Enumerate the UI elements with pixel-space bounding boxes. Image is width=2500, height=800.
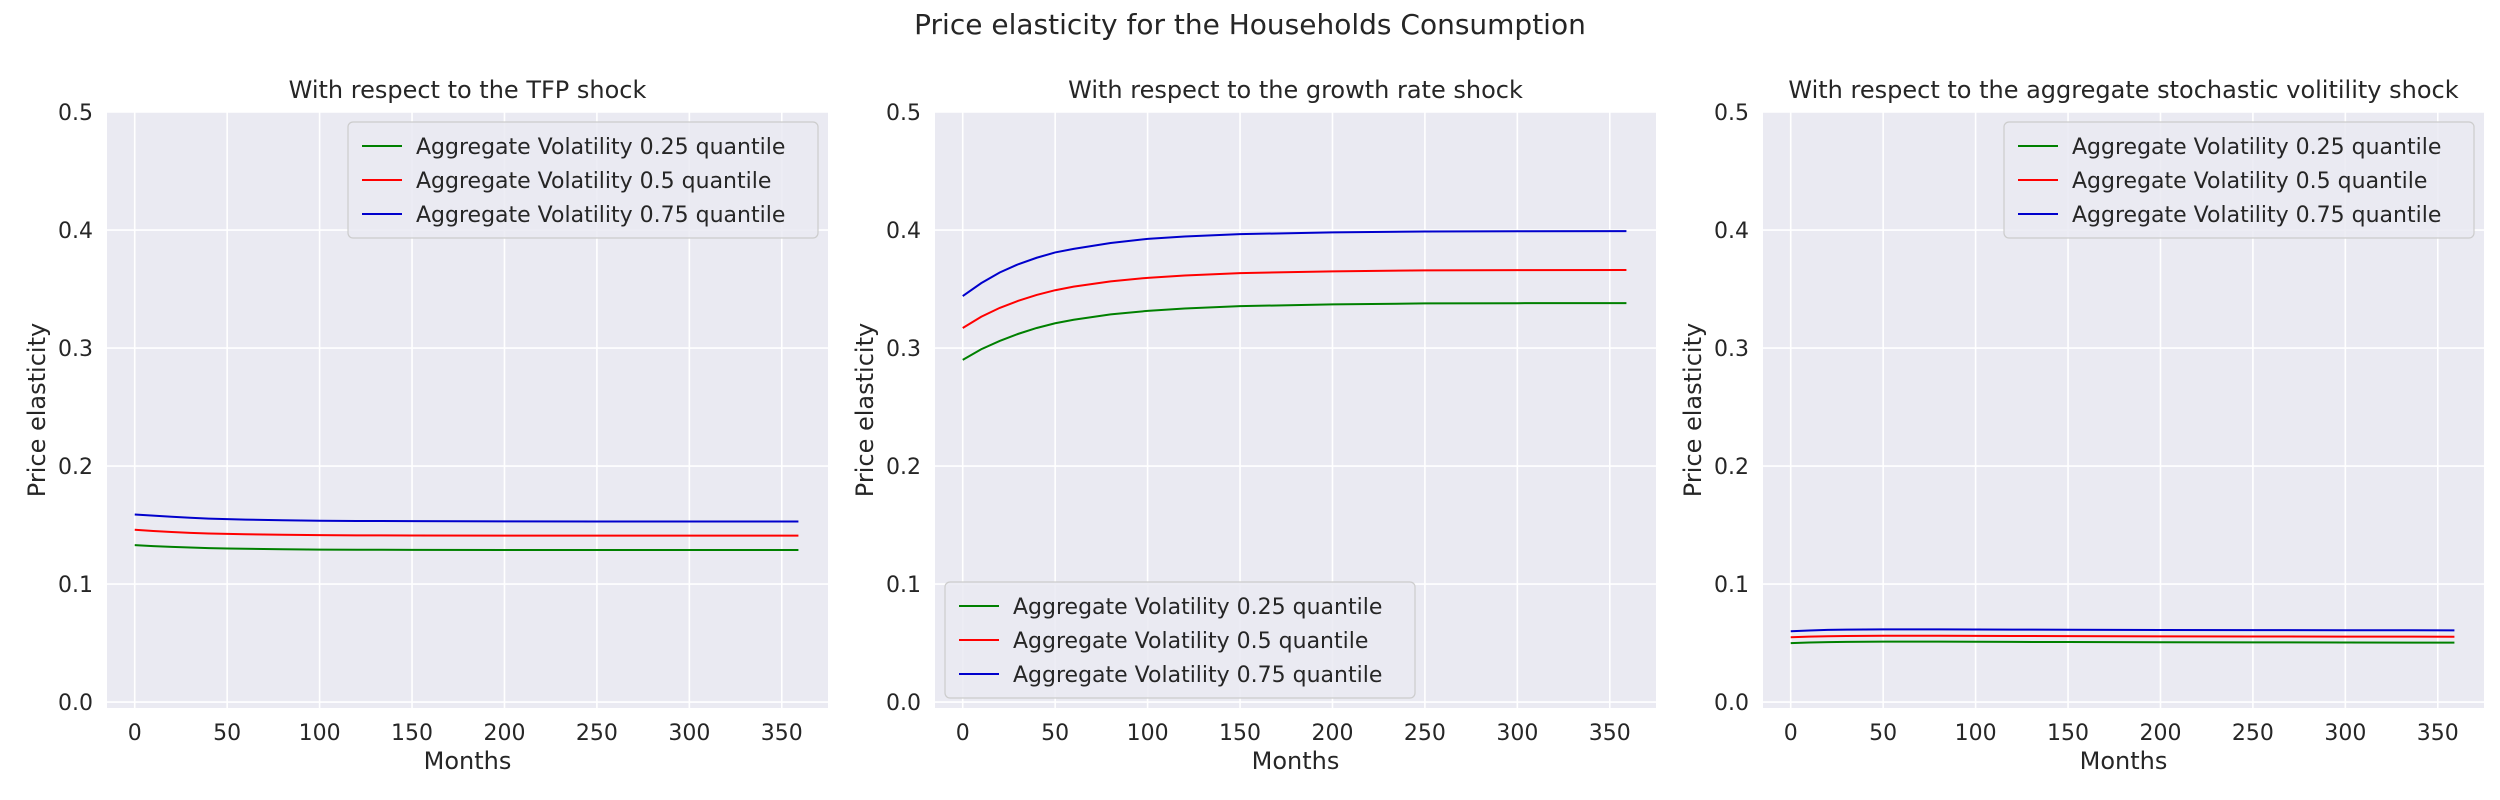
legend: Aggregate Volatility 0.25 quantile Aggreg… xyxy=(2003,121,2475,239)
x-tick-label: 100 xyxy=(299,721,341,746)
x-tick-label: 150 xyxy=(391,721,433,746)
y-axis-label: Price elasticity xyxy=(851,323,879,497)
x-tick-label: 300 xyxy=(2324,721,2366,746)
panel-title: With respect to the growth rate shock xyxy=(1068,76,1523,104)
x-tick-label: 250 xyxy=(2232,721,2274,746)
x-tick-label: 200 xyxy=(483,721,525,746)
x-tick-label: 300 xyxy=(668,721,710,746)
x-axis-label: Months xyxy=(1252,747,1340,775)
x-tick-label: 50 xyxy=(213,721,241,746)
x-tick-label: 250 xyxy=(576,721,618,746)
legend-label: Aggregate Volatility 0.75 quantile xyxy=(2072,203,2441,228)
legend-box xyxy=(944,581,1416,699)
panel-title: With respect to the TFP shock xyxy=(289,76,647,104)
legend-label: Aggregate Volatility 0.25 quantile xyxy=(416,135,785,160)
x-tick-label: 0 xyxy=(128,721,142,746)
x-tick-label: 350 xyxy=(761,721,803,746)
y-axis-label: Price elasticity xyxy=(1679,323,1707,497)
x-tick-label: 300 xyxy=(1496,721,1538,746)
legend-label: Aggregate Volatility 0.25 quantile xyxy=(1013,595,1382,620)
y-tick-label: 0.1 xyxy=(886,573,921,598)
y-tick-label: 0.1 xyxy=(58,573,93,598)
chart-panel-3: With respect to the aggregate stochastic… xyxy=(1679,76,2484,775)
y-tick-label: 0.2 xyxy=(886,455,921,480)
y-tick-label: 0.3 xyxy=(58,337,93,362)
x-tick-label: 350 xyxy=(1589,721,1631,746)
y-tick-label: 0.3 xyxy=(1714,337,1749,362)
x-tick-label: 100 xyxy=(1127,721,1169,746)
y-tick-label: 0.4 xyxy=(886,219,921,244)
x-tick-label: 100 xyxy=(1955,721,1997,746)
panel-title: With respect to the aggregate stochastic… xyxy=(1788,76,2458,104)
x-tick-label: 150 xyxy=(2047,721,2089,746)
legend-label: Aggregate Volatility 0.25 quantile xyxy=(2072,135,2441,160)
y-tick-label: 0.0 xyxy=(1714,691,1749,716)
legend-label: Aggregate Volatility 0.75 quantile xyxy=(416,203,785,228)
legend: Aggregate Volatility 0.25 quantile Aggreg… xyxy=(944,581,1416,699)
series-line-3 xyxy=(962,230,1627,297)
chart-panel-2: With respect to the growth rate shock 0 50… xyxy=(851,76,1656,775)
series-line-1 xyxy=(962,302,1627,361)
series-line-3 xyxy=(134,513,799,523)
legend-label: Aggregate Volatility 0.75 quantile xyxy=(1013,663,1382,688)
y-axis-label: Price elasticity xyxy=(23,323,51,497)
series-line-1 xyxy=(134,544,799,551)
y-tick-label: 0.1 xyxy=(1714,573,1749,598)
x-tick-label: 150 xyxy=(1219,721,1261,746)
y-tick-label: 0.5 xyxy=(1714,101,1749,126)
series-line-2 xyxy=(1790,634,2455,639)
figure-title: Price elasticity for the Households Cons… xyxy=(914,8,1586,41)
legend-label: Aggregate Volatility 0.5 quantile xyxy=(416,169,771,194)
y-tick-label: 0.0 xyxy=(58,691,93,716)
x-tick-label: 50 xyxy=(1869,721,1897,746)
x-axis-label: Months xyxy=(2080,747,2168,775)
legend-box xyxy=(2003,121,2475,239)
series-line-2 xyxy=(134,528,799,537)
x-tick-label: 350 xyxy=(2417,721,2459,746)
y-tick-label: 0.4 xyxy=(1714,219,1749,244)
x-tick-label: 200 xyxy=(2139,721,2181,746)
series-line-1 xyxy=(1790,640,2455,645)
y-tick-label: 0.2 xyxy=(58,455,93,480)
x-tick-label: 250 xyxy=(1404,721,1446,746)
legend-box xyxy=(347,121,819,239)
x-tick-label: 0 xyxy=(956,721,970,746)
x-tick-label: 200 xyxy=(1311,721,1353,746)
y-tick-label: 0.0 xyxy=(886,691,921,716)
x-tick-label: 50 xyxy=(1041,721,1069,746)
x-tick-label: 0 xyxy=(1784,721,1798,746)
legend: Aggregate Volatility 0.25 quantile Aggreg… xyxy=(347,121,819,239)
series-line-3 xyxy=(1790,628,2455,633)
x-axis-label: Months xyxy=(424,747,512,775)
chart-panel-1: With respect to the TFP shock 0 50 100 150 20… xyxy=(23,76,828,775)
legend-label: Aggregate Volatility 0.5 quantile xyxy=(1013,629,1368,654)
series-line-2 xyxy=(962,269,1627,329)
y-tick-label: 0.4 xyxy=(58,219,93,244)
y-tick-label: 0.5 xyxy=(58,101,93,126)
y-tick-label: 0.2 xyxy=(1714,455,1749,480)
y-tick-label: 0.3 xyxy=(886,337,921,362)
legend-label: Aggregate Volatility 0.5 quantile xyxy=(2072,169,2427,194)
y-tick-label: 0.5 xyxy=(886,101,921,126)
